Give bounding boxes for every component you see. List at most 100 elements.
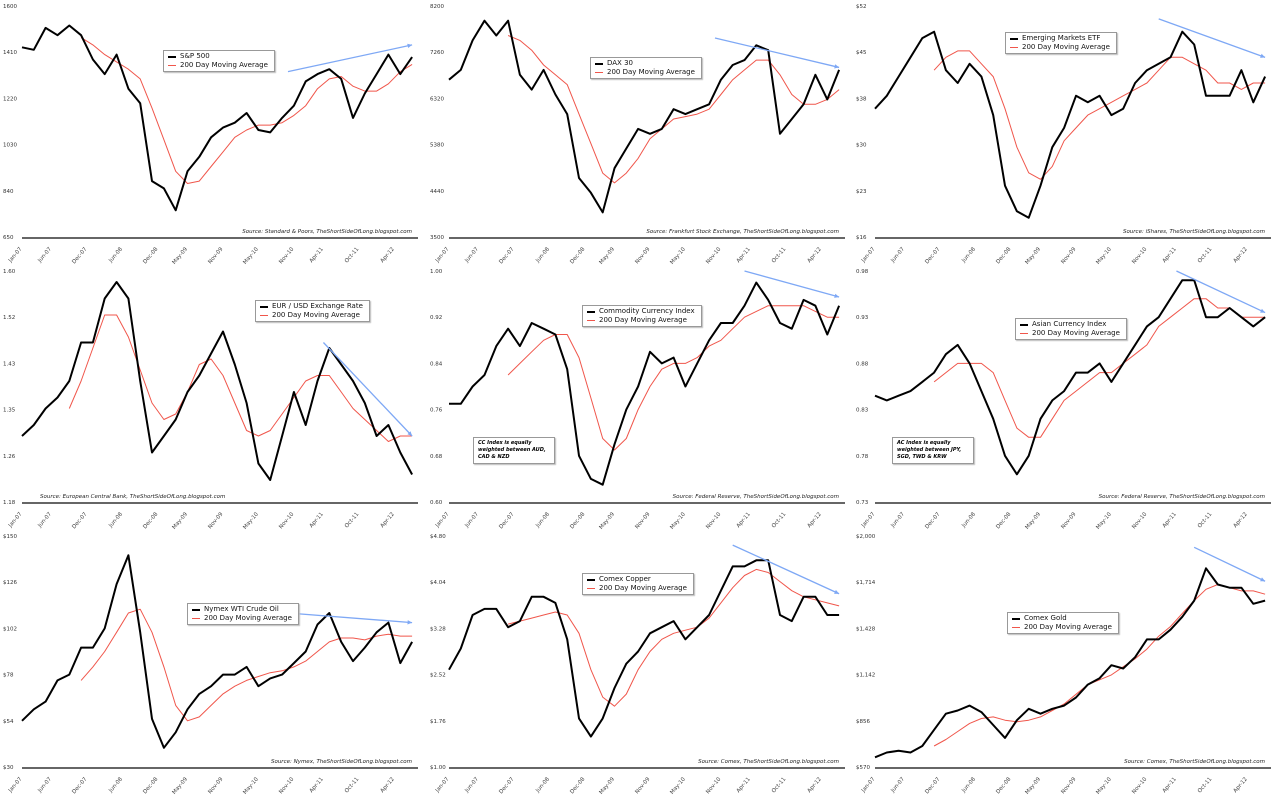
- x-tick-label: Oct-11: [1197, 511, 1213, 529]
- source-note: Source: Comex, TheShortSideOfLong.blogsp…: [1124, 759, 1265, 765]
- legend: Comex Copper 200 Day Moving Average: [582, 573, 694, 595]
- source-note: Source: Nymex, TheShortSideOfLong.blogsp…: [270, 759, 412, 765]
- source-note: Source: Federal Reserve, TheShortSideOfL…: [672, 494, 839, 500]
- legend-label: S&P 500: [180, 52, 210, 60]
- x-tick-label: Jun-07: [37, 776, 54, 794]
- y-tick-label: 0.76: [430, 408, 443, 414]
- x-tick-label: May-10: [1095, 246, 1113, 266]
- source-note: Source: Frankfurt Stock Exchange, TheSho…: [646, 229, 839, 235]
- x-tick-label: Dec-08: [142, 246, 160, 265]
- ma-line: [933, 298, 1266, 438]
- ma-line: [80, 608, 413, 722]
- y-tick-label: 6320: [430, 96, 444, 102]
- legend-swatch: [260, 305, 268, 308]
- y-tick-label: 3500: [430, 235, 444, 241]
- source-note: Source: Federal Reserve, TheShortSideOfL…: [1098, 494, 1265, 500]
- legend-label: 200 Day Moving Average: [272, 311, 360, 319]
- x-tick-label: May-09: [1024, 246, 1042, 266]
- legend-label: EUR / USD Exchange Rate: [272, 302, 363, 310]
- ma-line: [507, 305, 840, 451]
- price-line: [448, 559, 840, 738]
- legend-swatch: [587, 578, 595, 581]
- x-tick-label: Dec-07: [498, 776, 516, 795]
- y-tick-label: $52: [856, 4, 867, 10]
- x-tick-label: Dec-08: [142, 511, 160, 530]
- legend-swatch: [587, 588, 595, 589]
- ma-line: [933, 50, 1266, 180]
- ma-line: [507, 568, 840, 707]
- x-tick-label: Nov-10: [278, 511, 295, 530]
- chart-wti-crude: $30 $54 $78 $102 $126 $150 Jan-07 Jun-07 Dec-07 J…: [0, 530, 426, 796]
- legend-label: Commodity Currency Index: [599, 307, 695, 315]
- x-tick-label: Jan-07: [434, 511, 451, 529]
- y-tick-label: $1.76: [430, 719, 446, 725]
- trend-arrow: [714, 37, 840, 69]
- legend-entry: 200 Day Moving Average: [587, 316, 695, 325]
- y-tick-label: 1.43: [3, 361, 16, 367]
- x-tick-label: Nov-09: [207, 511, 224, 530]
- x-tick-label: May-09: [598, 776, 616, 796]
- price-line: [21, 554, 413, 749]
- x-tick-label: Nov-09: [1060, 511, 1077, 530]
- price-line: [21, 281, 413, 481]
- y-tick-label: 1.60: [3, 269, 16, 275]
- x-tick-label: Dec-08: [569, 511, 587, 530]
- y-tick-label: 8200: [430, 4, 444, 10]
- ma-line: [933, 584, 1266, 747]
- ma-line: [80, 37, 413, 184]
- y-tick-label: $1,428: [856, 626, 876, 632]
- x-tick-label: Oct-11: [344, 246, 360, 264]
- x-tick-label: Oct-11: [1197, 246, 1213, 264]
- trend-arrow: [322, 342, 413, 437]
- x-tick-label: May-09: [171, 776, 189, 796]
- x-tick-label: Nov-10: [705, 511, 722, 530]
- legend-label: 200 Day Moving Average: [204, 614, 292, 622]
- note-box: CC Index is equally weighted between AUD…: [473, 437, 555, 464]
- x-tick-label: Jan-07: [434, 246, 451, 264]
- chart-eur-usd: 1.18 1.26 1.35 1.43 1.52 1.60 Jan-07 Jun-07 Dec-…: [0, 265, 426, 531]
- y-tick-label: 0.84: [430, 361, 443, 367]
- y-tick-label: 1.35: [3, 408, 16, 414]
- legend-label: Nymex WTI Crude Oil: [204, 605, 279, 613]
- legend-entry: Asian Currency Index: [1020, 320, 1120, 329]
- x-tick-label: Jun-08: [960, 246, 977, 264]
- x-tick-label: May-09: [1024, 511, 1042, 531]
- trend-arrow: [1193, 546, 1266, 582]
- legend-swatch: [587, 310, 595, 313]
- x-tick-label: Jun-08: [960, 776, 977, 794]
- x-tick-label: Dec-07: [71, 776, 89, 795]
- legend-swatch: [1012, 627, 1020, 628]
- x-tick-label: Jun-07: [37, 246, 54, 264]
- legend-entry: Comex Copper: [587, 575, 687, 584]
- x-tick-label: May-10: [242, 246, 260, 266]
- legend-swatch: [587, 320, 595, 321]
- chart-commodity-currency: 0.60 0.68 0.76 0.84 0.92 1.00 Jan-07 Jun-07 Dec-…: [427, 265, 853, 531]
- x-tick-label: Apr-11: [309, 511, 325, 529]
- price-line: [449, 281, 841, 486]
- y-tick-label: 0.78: [856, 454, 869, 460]
- x-tick-label: Jun-07: [37, 511, 54, 529]
- y-tick-label: $30: [856, 143, 867, 149]
- x-tick-label: Oct-11: [1197, 776, 1213, 794]
- legend-swatch: [1020, 333, 1028, 334]
- legend: S&P 500 200 Day Moving Average: [163, 50, 275, 72]
- legend-label: 200 Day Moving Average: [1032, 329, 1120, 337]
- legend-swatch: [168, 55, 176, 58]
- y-tick-label: 1.52: [3, 315, 15, 321]
- x-tick-label: Nov-09: [1060, 246, 1077, 265]
- legend-entry: 200 Day Moving Average: [168, 61, 268, 70]
- trend-arrow: [744, 270, 840, 298]
- y-tick-label: 1220: [3, 96, 17, 102]
- legend: Nymex WTI Crude Oil 200 Day Moving Averag…: [187, 603, 299, 625]
- legend-swatch: [168, 65, 176, 66]
- legend-entry: Comex Gold: [1012, 614, 1112, 623]
- x-tick-label: May-10: [669, 511, 687, 531]
- x-tick-label: Apr-12: [807, 246, 823, 264]
- x-tick-label: Nov-09: [634, 246, 651, 265]
- x-tick-label: Apr-11: [736, 776, 752, 794]
- x-tick-label: Dec-08: [995, 246, 1013, 265]
- y-tick-label: 1.18: [3, 500, 16, 506]
- x-tick-label: Apr-12: [1233, 246, 1249, 264]
- x-tick-label: Nov-09: [207, 776, 224, 795]
